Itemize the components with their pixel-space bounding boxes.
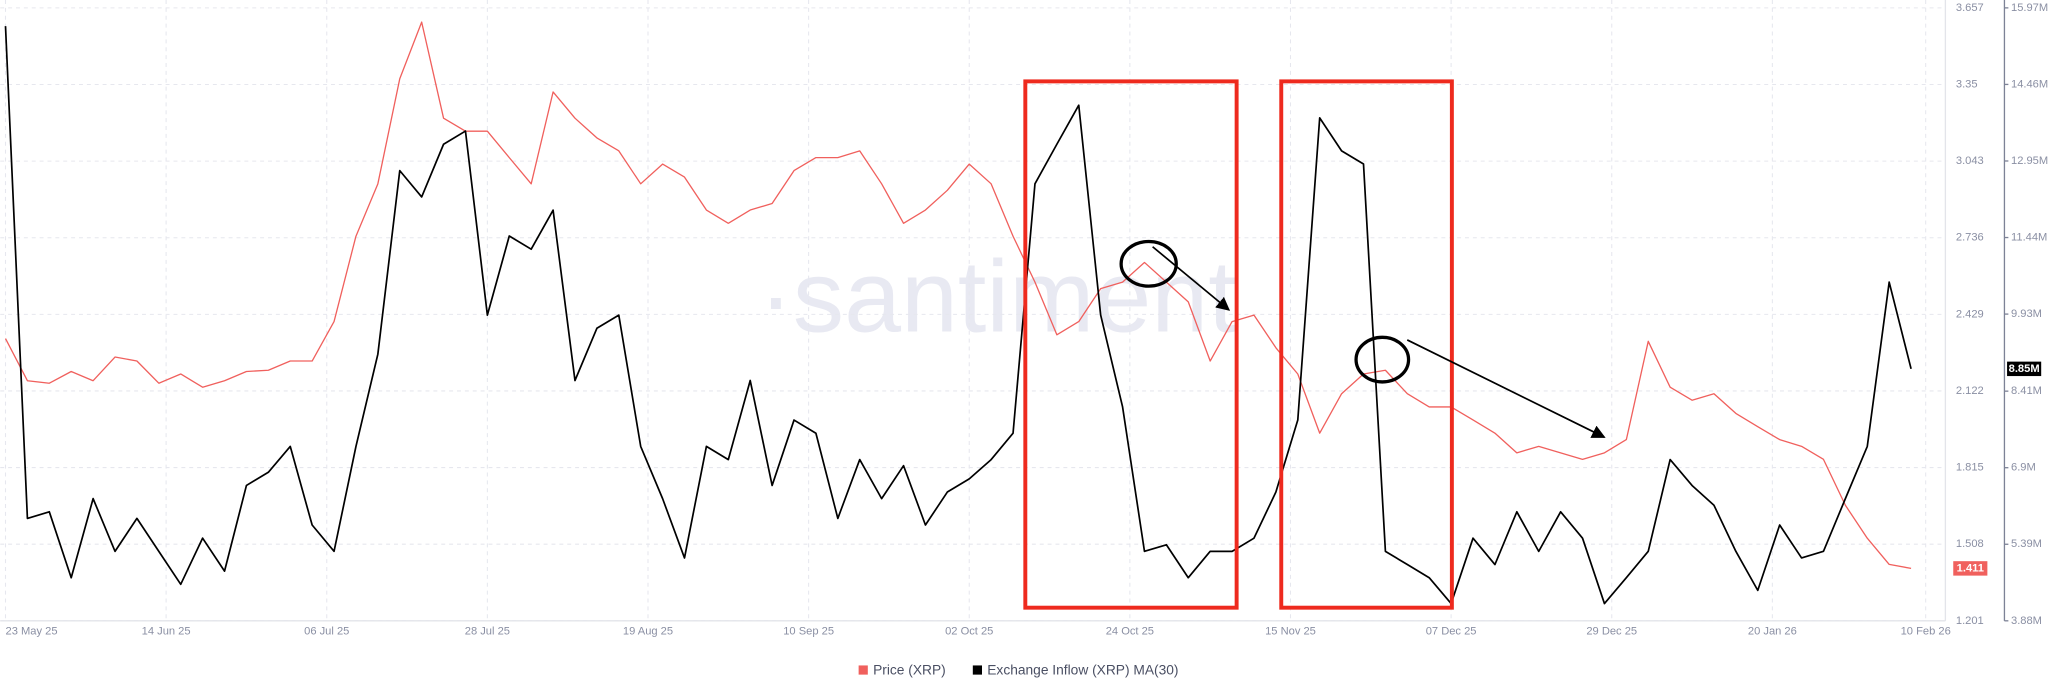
y2-tick-label: 14.46M bbox=[2011, 78, 2048, 90]
y-tick-label: 3.043 bbox=[1956, 155, 1984, 167]
highlight-circle bbox=[1119, 239, 1178, 288]
trend-arrow bbox=[1406, 339, 1606, 438]
legend-swatch bbox=[972, 665, 982, 675]
y2-tick-label: 6.9M bbox=[2011, 462, 2036, 474]
highlight-box bbox=[1279, 79, 1454, 610]
series-line bbox=[4, 21, 1912, 570]
x-tick-label: 14 Jun 25 bbox=[142, 625, 191, 637]
current-value-label: 1.411 bbox=[1957, 562, 1984, 574]
y2-tick-label: 3.88M bbox=[2011, 615, 2042, 627]
highlight-circle bbox=[1354, 335, 1411, 384]
x-tick-label: 24 Oct 25 bbox=[1106, 625, 1154, 637]
current-value-badge bbox=[1953, 561, 1988, 576]
x-tick-label: 20 Jan 26 bbox=[1748, 625, 1797, 637]
x-tick-label: 06 Jul 25 bbox=[304, 625, 349, 637]
legend-swatch bbox=[858, 665, 868, 675]
y-tick-label: 1.815 bbox=[1956, 462, 1984, 474]
x-tick-label: 29 Dec 25 bbox=[1586, 625, 1637, 637]
current-value-badge bbox=[2007, 361, 2042, 377]
legend-label: Price (XRP) bbox=[873, 662, 946, 677]
y-tick-label: 3.35 bbox=[1956, 78, 1978, 90]
axis-labels: 1.201 1.508 1.815 2.122 2.429 2.736 3.043 3.35 3… bbox=[6, 2, 2048, 637]
x-tick-label: 02 Oct 25 bbox=[945, 625, 993, 637]
legend: Price (XRP) Exchange Inflow (XRP) MA(30) bbox=[858, 662, 1179, 677]
y-tick-label: 2.122 bbox=[1956, 385, 1984, 397]
y2-tick-label: 12.95M bbox=[2011, 155, 2048, 167]
x-tick-label: 23 May 25 bbox=[6, 625, 58, 637]
y2-tick-label: 11.44M bbox=[2011, 231, 2047, 243]
series-line bbox=[4, 26, 1912, 605]
highlight-box bbox=[1023, 79, 1239, 610]
x-tick-label: 15 Nov 25 bbox=[1265, 625, 1316, 637]
x-tick-label: 28 Jul 25 bbox=[465, 625, 510, 637]
x-tick-label: 19 Aug 25 bbox=[623, 625, 673, 637]
x-tick-label: 10 Feb 26 bbox=[1901, 625, 1951, 637]
y2-tick-label: 9.93M bbox=[2011, 308, 2042, 320]
x-tick-label: 07 Dec 25 bbox=[1426, 625, 1477, 637]
y-tick-label: 1.508 bbox=[1956, 538, 1984, 550]
y2-tick-label: 5.39M bbox=[2011, 538, 2042, 550]
watermark: ·santiment bbox=[759, 239, 1237, 354]
current-value-label: 8.85M bbox=[2009, 363, 2040, 375]
y2-tick-label: 15.97M bbox=[2011, 2, 2048, 14]
y2-tick-label: 8.41M bbox=[2011, 385, 2042, 397]
trend-arrow bbox=[1152, 246, 1231, 311]
y-tick-label: 2.736 bbox=[1956, 232, 1984, 244]
series-group bbox=[4, 21, 1912, 605]
y-tick-label: 2.429 bbox=[1956, 308, 1984, 320]
y-tick-label: 1.201 bbox=[1956, 615, 1984, 627]
y-tick-label: 3.657 bbox=[1956, 2, 1984, 14]
x-tick-label: 10 Sep 25 bbox=[783, 625, 834, 637]
legend-label: Exchange Inflow (XRP) MA(30) bbox=[987, 662, 1178, 677]
